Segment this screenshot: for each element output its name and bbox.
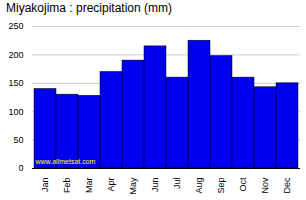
svg-text:200: 200: [8, 50, 23, 60]
svg-text:Aug: Aug: [194, 178, 204, 194]
svg-text:Dec: Dec: [282, 177, 292, 194]
svg-text:Feb: Feb: [62, 178, 72, 194]
svg-text:Sep: Sep: [216, 178, 226, 194]
svg-text:Jul: Jul: [172, 178, 182, 190]
svg-text:100: 100: [8, 107, 23, 117]
svg-text:Jan: Jan: [40, 178, 50, 193]
svg-text:Apr: Apr: [106, 178, 116, 192]
svg-text:www.allmetsat.com: www.allmetsat.com: [35, 158, 96, 165]
svg-text:50: 50: [13, 135, 23, 145]
svg-text:Nov: Nov: [260, 177, 270, 194]
svg-text:Oct: Oct: [238, 177, 248, 192]
svg-text:Mar: Mar: [84, 177, 94, 193]
svg-text:Jun: Jun: [150, 178, 160, 193]
html-text:Miyakojima : precipitation (mm: Miyakojima : precipitation (mm): [6, 1, 172, 15]
svg-text:0: 0: [18, 163, 23, 173]
svg-text:150: 150: [8, 78, 23, 88]
svg-text:May: May: [128, 177, 138, 195]
svg-text:250: 250: [8, 21, 23, 31]
